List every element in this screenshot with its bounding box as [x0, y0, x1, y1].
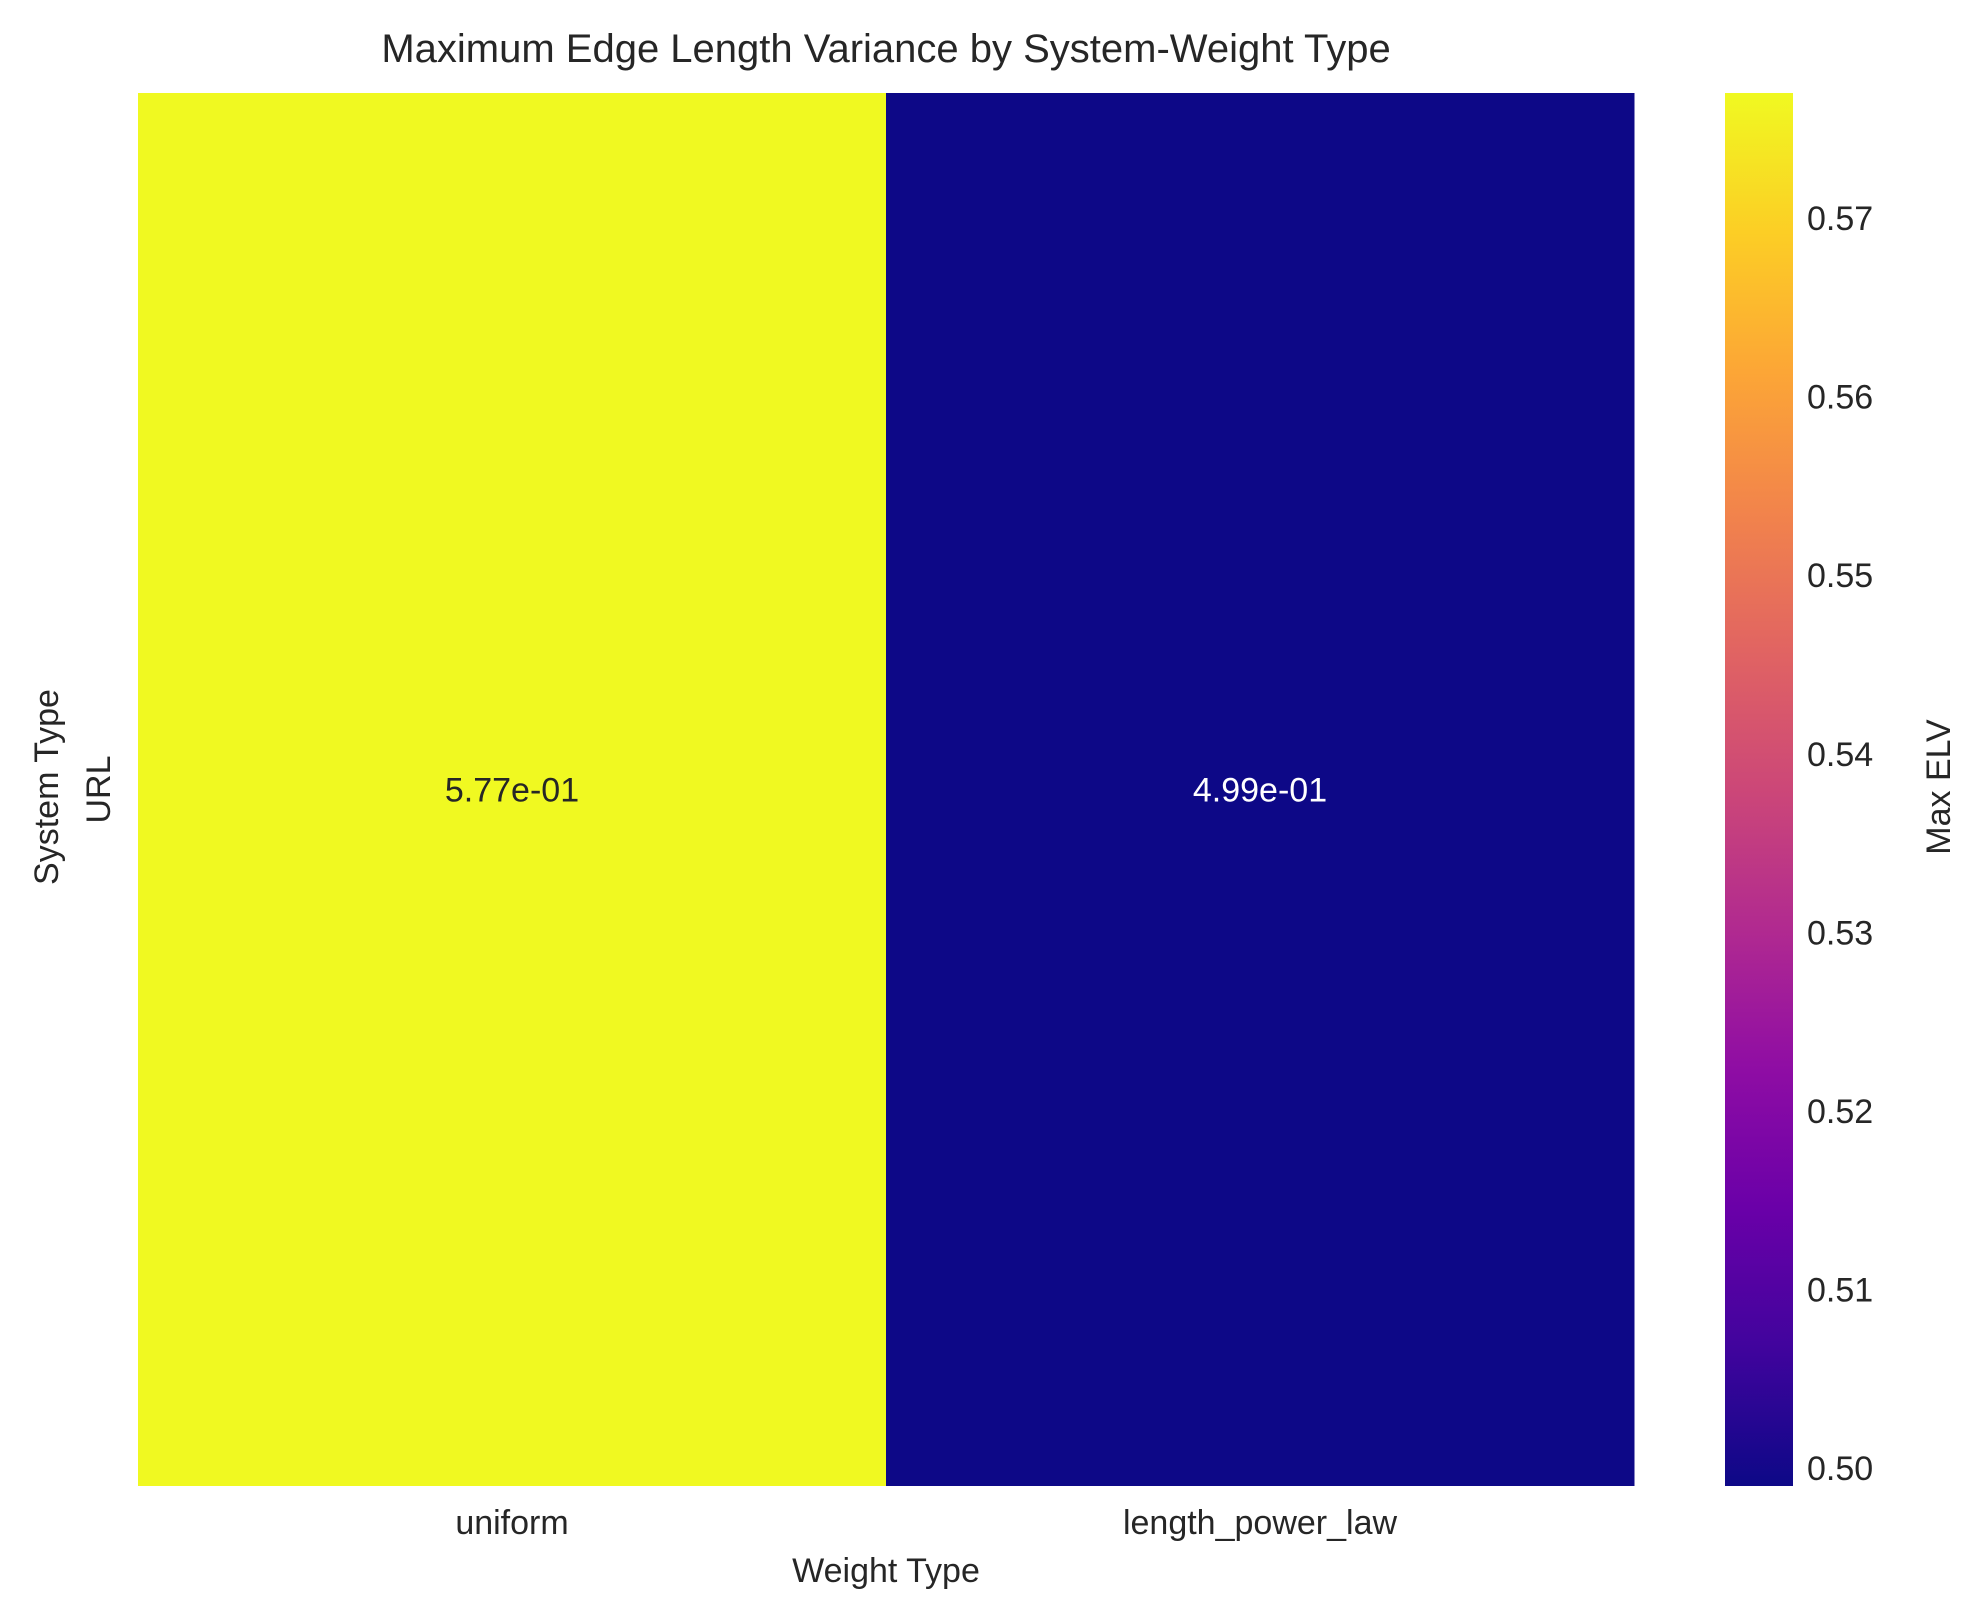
x-tick-label: length_power_law [1123, 1504, 1398, 1542]
heatmap-cell [138, 93, 887, 1486]
heatmap-cells [138, 93, 1635, 1486]
colorbar-tick-label: 0.55 [1807, 557, 1873, 595]
colorbar-tick-label: 0.53 [1807, 914, 1873, 952]
colorbar-tick-label: 0.50 [1807, 1450, 1873, 1488]
x-axis-tick-labels: uniform length_power_law [455, 1504, 1397, 1542]
x-axis-label: Weight Type [792, 1552, 980, 1590]
y-tick-label: URL [80, 755, 118, 823]
colorbar [1725, 93, 1793, 1486]
x-tick-label: uniform [455, 1504, 568, 1542]
heatmap-cell-labels: 5.77e-01 4.99e-01 [445, 772, 1327, 810]
y-axis-tick-labels: URL [80, 755, 118, 823]
colorbar-tick-label: 0.57 [1807, 200, 1873, 238]
colorbar-tick-label: 0.56 [1807, 379, 1873, 417]
colorbar-ticks: 0.50 0.51 0.52 0.53 0.54 0.55 0.56 0.57 [1807, 200, 1873, 1488]
cell-value-label: 5.77e-01 [445, 772, 579, 810]
colorbar-tick-label: 0.52 [1807, 1093, 1873, 1131]
chart-title: Maximum Edge Length Variance by System-W… [381, 27, 1390, 71]
colorbar-tick-label: 0.51 [1807, 1272, 1873, 1310]
cell-value-label: 4.99e-01 [1193, 772, 1327, 810]
y-axis-label: System Type [28, 689, 66, 885]
heatmap-cell [886, 93, 1635, 1486]
colorbar-label: Max ELV [1920, 719, 1958, 855]
colorbar-tick-label: 0.54 [1807, 736, 1873, 774]
